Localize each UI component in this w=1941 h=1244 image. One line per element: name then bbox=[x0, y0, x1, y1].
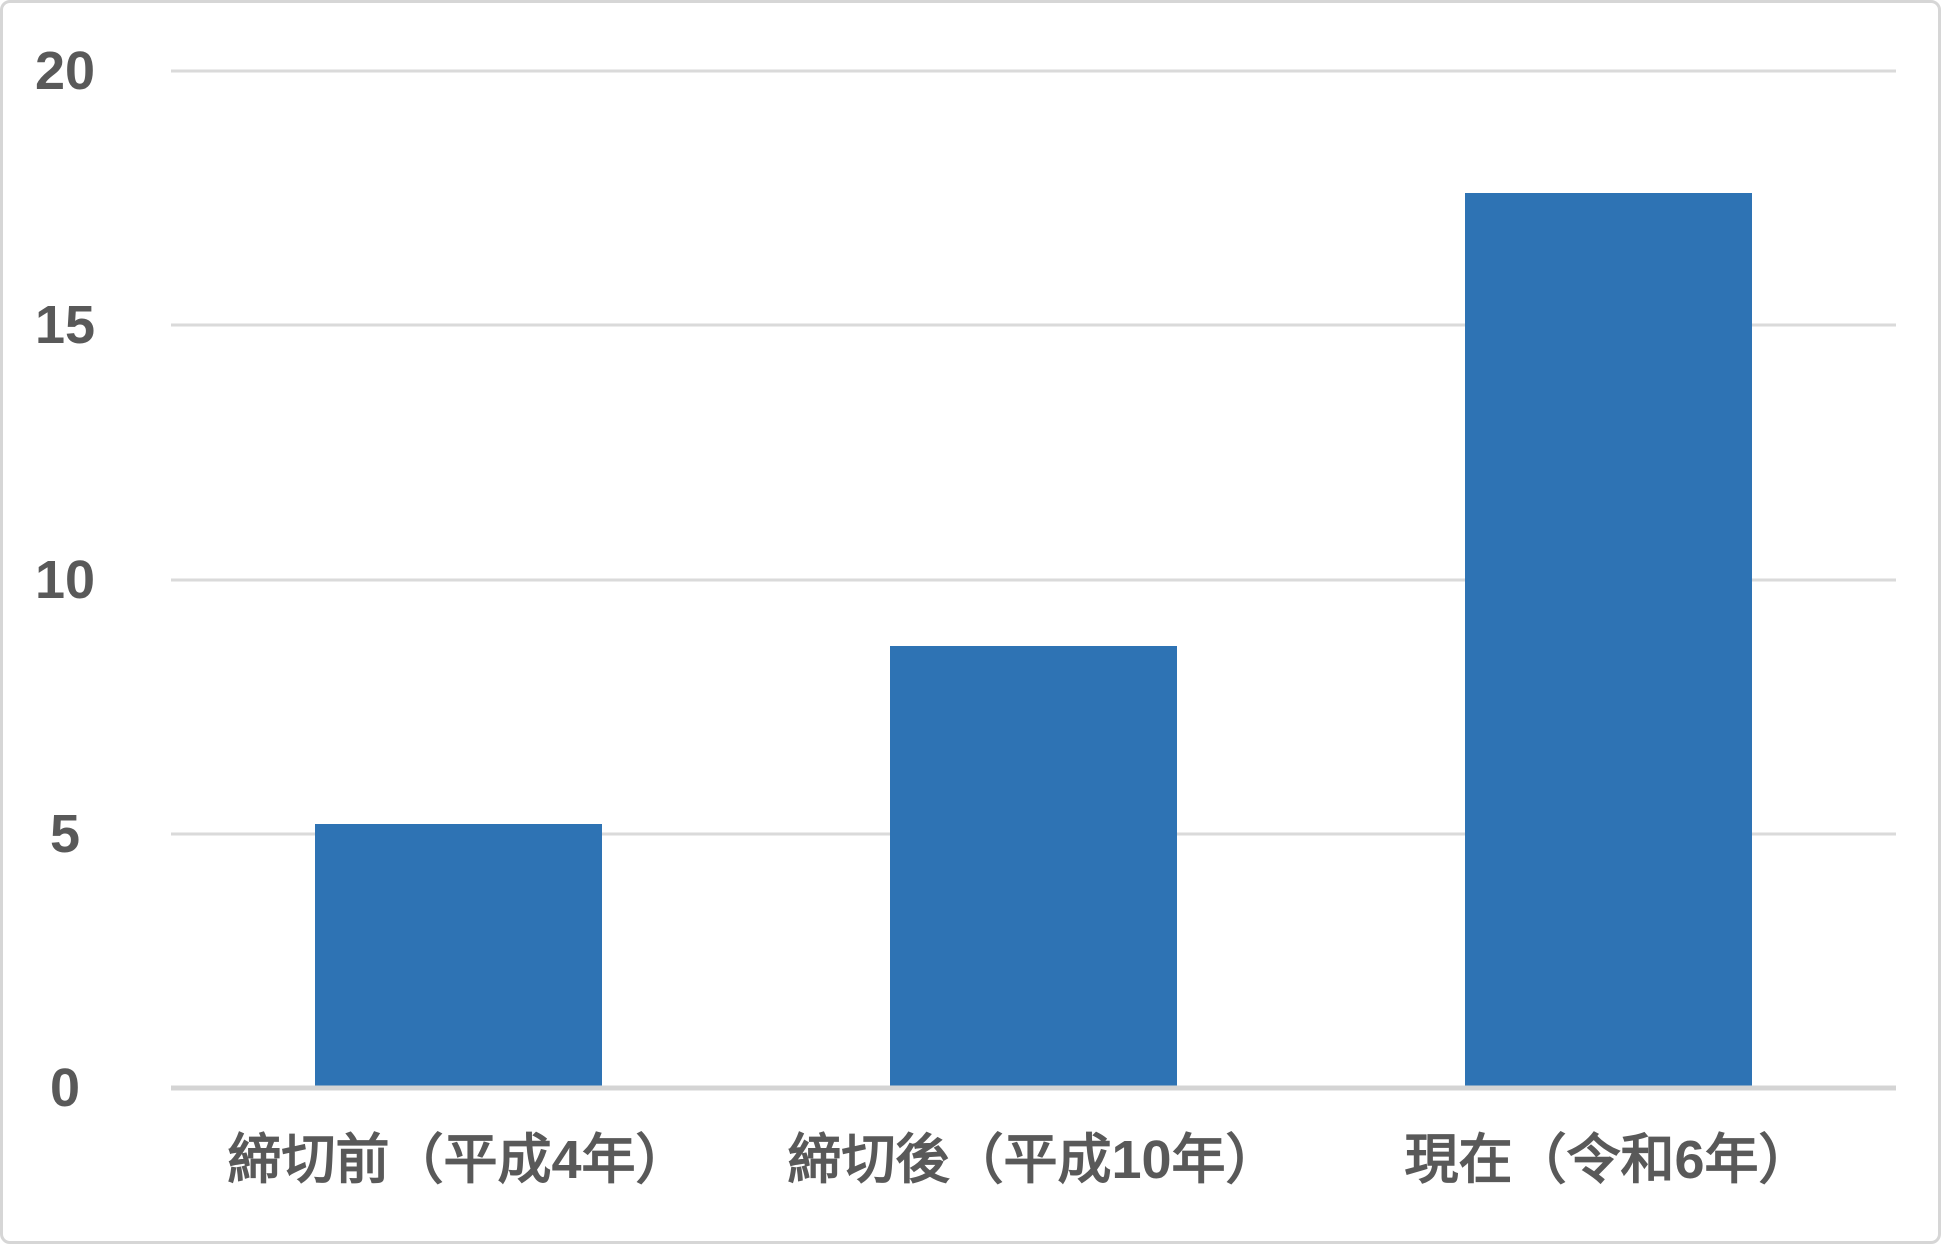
gridline bbox=[171, 323, 1896, 327]
x-category-label: 現在（令和6年） bbox=[1404, 1130, 1813, 1190]
bar bbox=[314, 823, 603, 1088]
x-axis: 締切前（平成4年） 締切後（平成10年） 現在（令和6年） bbox=[171, 1119, 1896, 1201]
x-category-label: 締切前（平成4年） bbox=[227, 1130, 690, 1190]
y-tick-label: 5 bbox=[49, 803, 81, 864]
y-tick-label: 0 bbox=[49, 1058, 81, 1118]
bar bbox=[1464, 193, 1753, 1088]
x-axis-line bbox=[171, 1085, 1896, 1091]
x-category-label: 締切後（平成10年） bbox=[787, 1130, 1280, 1190]
gridline bbox=[171, 578, 1896, 581]
gridline bbox=[171, 69, 1896, 73]
y-tick-label: 15 bbox=[34, 295, 96, 356]
y-tick-label: 10 bbox=[34, 549, 96, 610]
y-tick-label: 20 bbox=[34, 41, 96, 101]
y-axis: 0 5 10 15 20 bbox=[15, 44, 115, 1115]
plot-area bbox=[171, 69, 1896, 1091]
bar bbox=[889, 645, 1178, 1088]
